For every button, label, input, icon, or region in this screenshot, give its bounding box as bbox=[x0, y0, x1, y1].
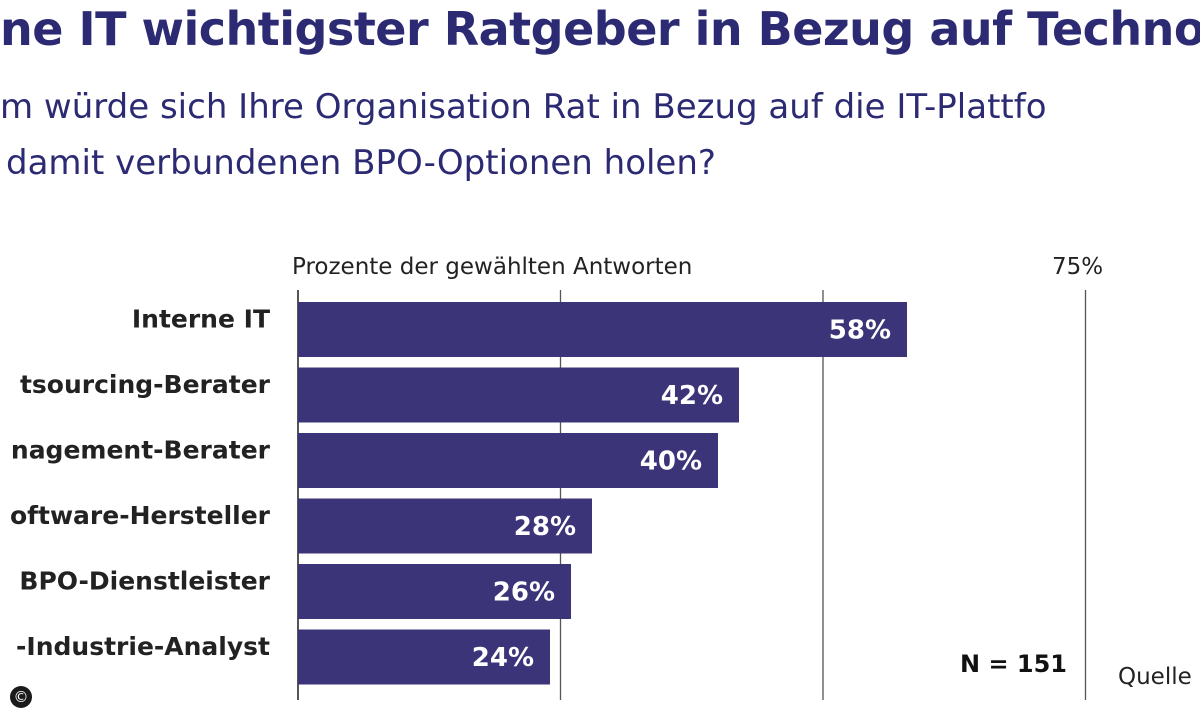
category-label-5: BPO-Dienstleister bbox=[19, 567, 270, 596]
value-label-1: 58% bbox=[829, 316, 891, 346]
category-label-1: Interne IT bbox=[132, 305, 270, 334]
category-label-4: oftware-Hersteller bbox=[10, 501, 271, 530]
bar-3 bbox=[298, 433, 718, 488]
chart-subtitle-line-2: damit verbundenen BPO-Optionen holen? bbox=[6, 143, 716, 183]
value-label-3: 40% bbox=[640, 447, 702, 477]
bar-6 bbox=[298, 629, 550, 685]
value-label-4: 28% bbox=[514, 512, 576, 542]
bar-1 bbox=[298, 302, 907, 357]
value-label-6: 24% bbox=[472, 643, 534, 673]
source-label: Quelle bbox=[1118, 664, 1192, 690]
chart-subtitle-line-1: m würde sich Ihre Organisation Rat in Be… bbox=[0, 87, 1047, 127]
bar-2 bbox=[298, 367, 739, 423]
category-label-6: -Industrie-Analyst bbox=[16, 632, 270, 661]
chart-title: ne IT wichtigster Ratgeber in Bezug auf … bbox=[0, 2, 1200, 56]
category-label-2: tsourcing-Berater bbox=[20, 370, 271, 399]
axis-caption: Prozente der gewählten Antworten bbox=[292, 254, 693, 280]
category-label-3: nagement-Berater bbox=[11, 436, 271, 465]
value-label-5: 26% bbox=[493, 578, 555, 608]
value-label-2: 42% bbox=[661, 381, 723, 411]
copyright-icon: © bbox=[10, 686, 32, 708]
bar-5 bbox=[298, 564, 571, 619]
axis-max-label: 75% bbox=[1052, 254, 1104, 280]
sample-size: N = 151 bbox=[960, 650, 1068, 678]
bar-4 bbox=[298, 498, 592, 554]
